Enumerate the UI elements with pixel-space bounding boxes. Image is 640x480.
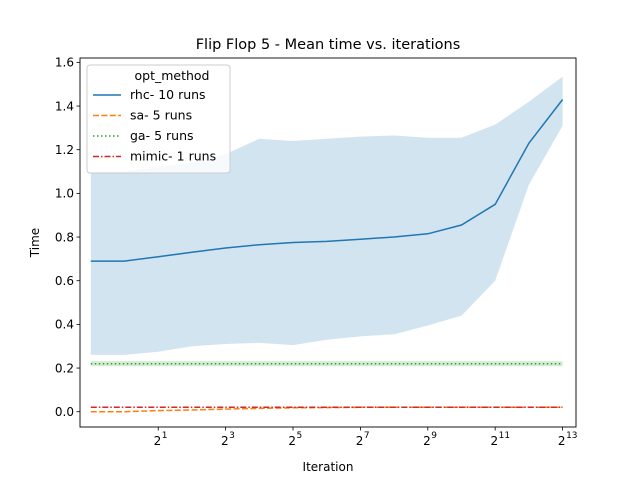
- y-tick-label: 1.6: [55, 56, 74, 70]
- legend: opt_method rhc- 10 runs sa- 5 runs ga- 5 r…: [86, 64, 231, 174]
- x-tick-exponent: 13: [566, 431, 577, 441]
- legend-label-3: mimic- 1 runs: [130, 149, 216, 164]
- x-tick-label: 2 11: [491, 431, 511, 448]
- x-tick-base: 2: [491, 434, 499, 448]
- x-axis-ticks: 2 1 2 3 2 5 2 7 2 9 2 11 2 13: [154, 427, 578, 448]
- y-tick-label: 1.0: [55, 187, 74, 201]
- x-tick-base: 2: [288, 434, 296, 448]
- plot-frame: [79, 57, 577, 428]
- ci-band-0: [90, 76, 563, 355]
- y-tick-label: 1.4: [55, 99, 74, 113]
- x-tick-base: 2: [154, 434, 162, 448]
- x-tick-exponent: 1: [162, 431, 168, 441]
- ci-band-2: [90, 361, 563, 367]
- x-tick-base: 2: [221, 434, 229, 448]
- chart-title: Flip Flop 5 - Mean time vs. iterations: [196, 37, 461, 53]
- legend-label-1: sa- 5 runs: [130, 108, 192, 123]
- y-tick-label: 0.0: [55, 405, 74, 419]
- x-axis-label: Iteration: [303, 460, 354, 474]
- x-tick-label: 2 13: [558, 431, 578, 448]
- x-tick-exponent: 7: [364, 431, 370, 441]
- y-axis-ticks: 0.0 0.2 0.4 0.6 0.8 1.0 1.2 1.4 1.6: [55, 56, 80, 419]
- x-tick-base: 2: [558, 434, 566, 448]
- x-tick-base: 2: [356, 434, 364, 448]
- y-tick-label: 0.2: [55, 361, 74, 375]
- legend-label-2: ga- 5 runs: [130, 128, 194, 143]
- legend-box: [86, 64, 231, 174]
- legend-title: opt_method: [134, 68, 209, 83]
- series-lines: [90, 99, 564, 413]
- y-axis-label: Time: [28, 228, 42, 258]
- y-tick-label: 0.4: [55, 318, 74, 332]
- x-tick-exponent: 3: [229, 431, 235, 441]
- y-tick-label: 0.6: [55, 274, 74, 288]
- y-tick-label: 1.2: [55, 143, 74, 157]
- series-line-0: [90, 99, 564, 262]
- y-tick-label: 0.8: [55, 230, 74, 244]
- x-tick-base: 2: [423, 434, 431, 448]
- x-tick-exponent: 11: [499, 431, 510, 441]
- legend-label-0: rhc- 10 runs: [130, 87, 206, 102]
- legend-items: rhc- 10 runs sa- 5 runs ga- 5 runs mimic- 1…: [93, 87, 216, 164]
- x-tick-exponent: 9: [431, 431, 437, 441]
- confidence-bands: [90, 76, 563, 367]
- x-tick-exponent: 5: [297, 431, 303, 441]
